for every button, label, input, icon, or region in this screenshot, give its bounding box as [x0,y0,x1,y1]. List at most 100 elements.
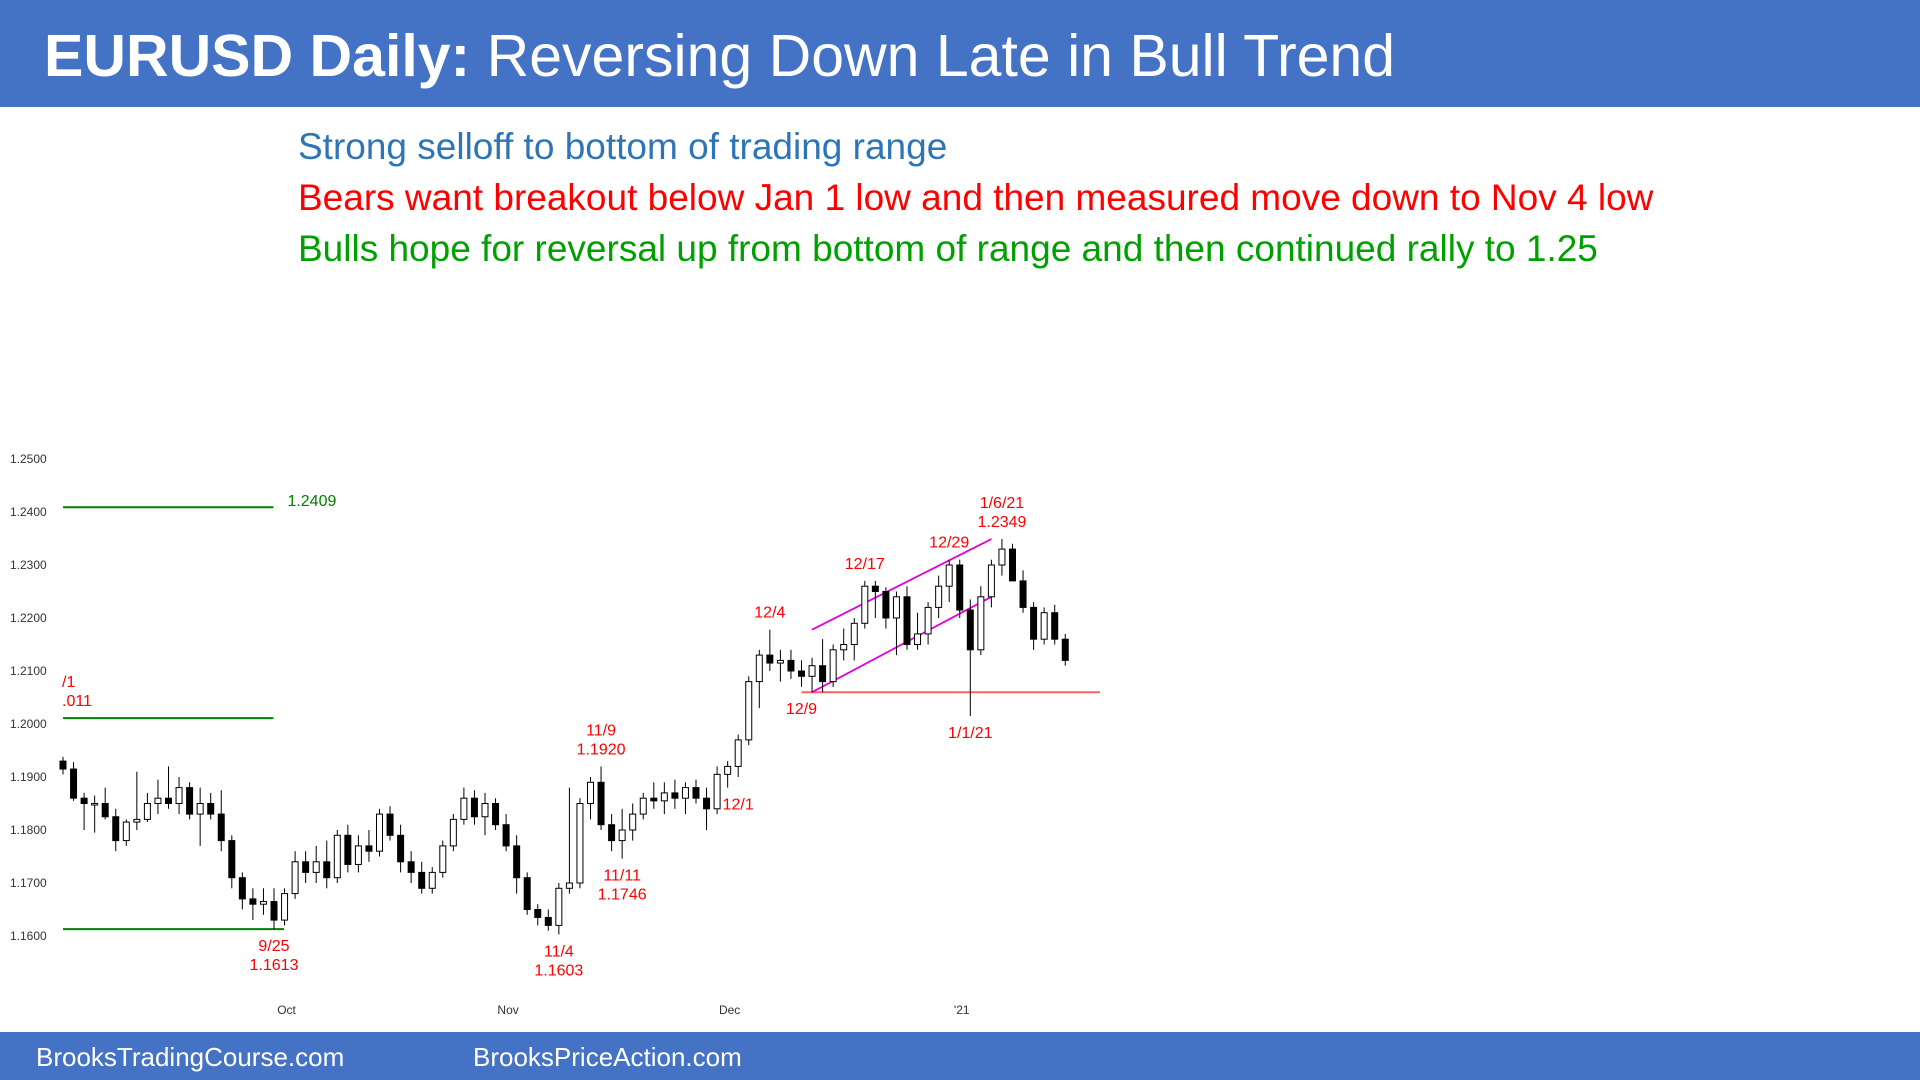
candle-bear [112,816,120,842]
chart-annotation: 1.1603 [534,962,583,979]
page-title: EURUSD Daily: Reversing Down Late in Bul… [44,22,1395,90]
candle-bear [217,813,225,842]
candle-bear [513,845,521,879]
candle-bear [165,797,172,805]
candle-bear [270,901,278,921]
candle-bear [492,803,500,826]
chart-annotation: 1.2349 [977,514,1026,531]
note-bulls: Bulls hope for reversal up from bottom o… [298,228,1598,269]
note-summary: Strong selloff to bottom of trading rang… [298,126,948,167]
y-tick-label: 1.1800 [10,823,47,837]
candle-bull [376,813,383,852]
chart-annotation: 12/29 [929,535,969,552]
candle-bull [143,803,151,820]
candle-bear [966,609,974,651]
candle-bear [882,591,890,619]
candle-bear [323,861,331,879]
chart-annotation: 12/1 [723,797,754,814]
candle-bull [618,829,626,842]
candle-bull [892,596,900,619]
candle-bear [671,792,679,799]
y-tick-label: 1.2100 [10,664,47,678]
candle-bull [133,818,141,823]
candle-bear [365,845,373,852]
candle-bear [608,824,616,842]
candle-bull [924,606,932,635]
level-label: 1.2409 [287,493,336,510]
candle-bear [238,877,246,900]
y-tick-label: 1.1700 [10,876,47,890]
footer-bar [0,1032,1920,1080]
chart-annotation: 1/1/21 [948,725,993,742]
candle-bull [945,564,953,587]
candle-bear [470,797,478,818]
candle-bull [281,893,289,921]
candle-bear [1061,638,1069,661]
candle-bull [840,644,848,651]
note-bears: Bears want breakout below Jan 1 low and … [298,177,1654,218]
candle-bull [861,585,869,624]
candle-bear [59,760,67,770]
candle-bull [555,887,563,926]
y-tick-label: 1.2500 [10,452,47,466]
y-tick-label: 1.1600 [10,929,47,943]
candle-bull [998,548,1006,566]
candle-bear [207,803,215,815]
candle-bull [850,622,858,646]
candle-bull [745,681,753,741]
candle-bear [344,834,352,865]
y-tick-label: 1.2300 [10,558,47,572]
chart-annotation: 1/6/21 [980,495,1025,512]
chart-annotation: /1 [62,674,75,691]
candle-bear [228,840,236,879]
chart-annotation: 11/11 [603,868,641,885]
candle-bull [935,585,943,608]
candle-bear [1030,606,1038,640]
candle-bull [829,649,837,683]
chart-annotation: 1.1613 [250,957,299,974]
x-tick-label: Oct [277,1003,296,1017]
chart-annotation: 1.1746 [598,887,647,904]
title-symbol: EURUSD Daily: [44,23,471,89]
footer-brand-course: BrooksTradingCourse.com [36,1042,345,1072]
candle-bull [291,861,299,895]
candle-bull [776,659,784,664]
chart-annotation: 9/25 [258,938,289,955]
channel-line [811,538,992,631]
candle-bull [808,665,816,677]
candle-bull [565,882,573,889]
y-tick-label: 1.2400 [10,505,47,519]
candle-bull [312,861,320,873]
candle-bull [439,845,447,873]
x-tick-label: Nov [497,1003,518,1017]
candle-bull [259,901,267,905]
candle-bear [70,768,78,799]
candle-bear [798,670,805,677]
candle-bear [502,824,510,847]
candle-bull [713,773,721,810]
candle-bull [175,787,183,805]
candle-bull [1040,612,1048,640]
y-tick-label: 1.1900 [10,770,47,784]
x-tick-label: Dec [719,1003,740,1017]
y-tick-label: 1.2200 [10,611,47,625]
candle-bull [914,633,922,645]
chart-annotation: .011 [62,693,92,710]
chart-annotation: 1.1920 [577,741,626,758]
candle-bull [91,803,99,806]
candle-bear [544,916,552,926]
channel-line [811,596,992,693]
candle-bull [681,787,689,799]
candle-bull [481,803,489,818]
candle-bear [186,787,194,815]
candle-bear [302,861,310,873]
chart-annotation: 11/4 [544,943,574,960]
title-description: Reversing Down Late in Bull Trend [486,23,1396,89]
chart-annotation: 11/9 [586,722,616,739]
candle-bear [1051,612,1059,640]
candle-bear [597,781,605,826]
candle-bull [154,797,162,805]
candle-bull [639,797,647,815]
chart-annotation: 12/9 [786,701,817,718]
candle-bear [692,787,700,799]
